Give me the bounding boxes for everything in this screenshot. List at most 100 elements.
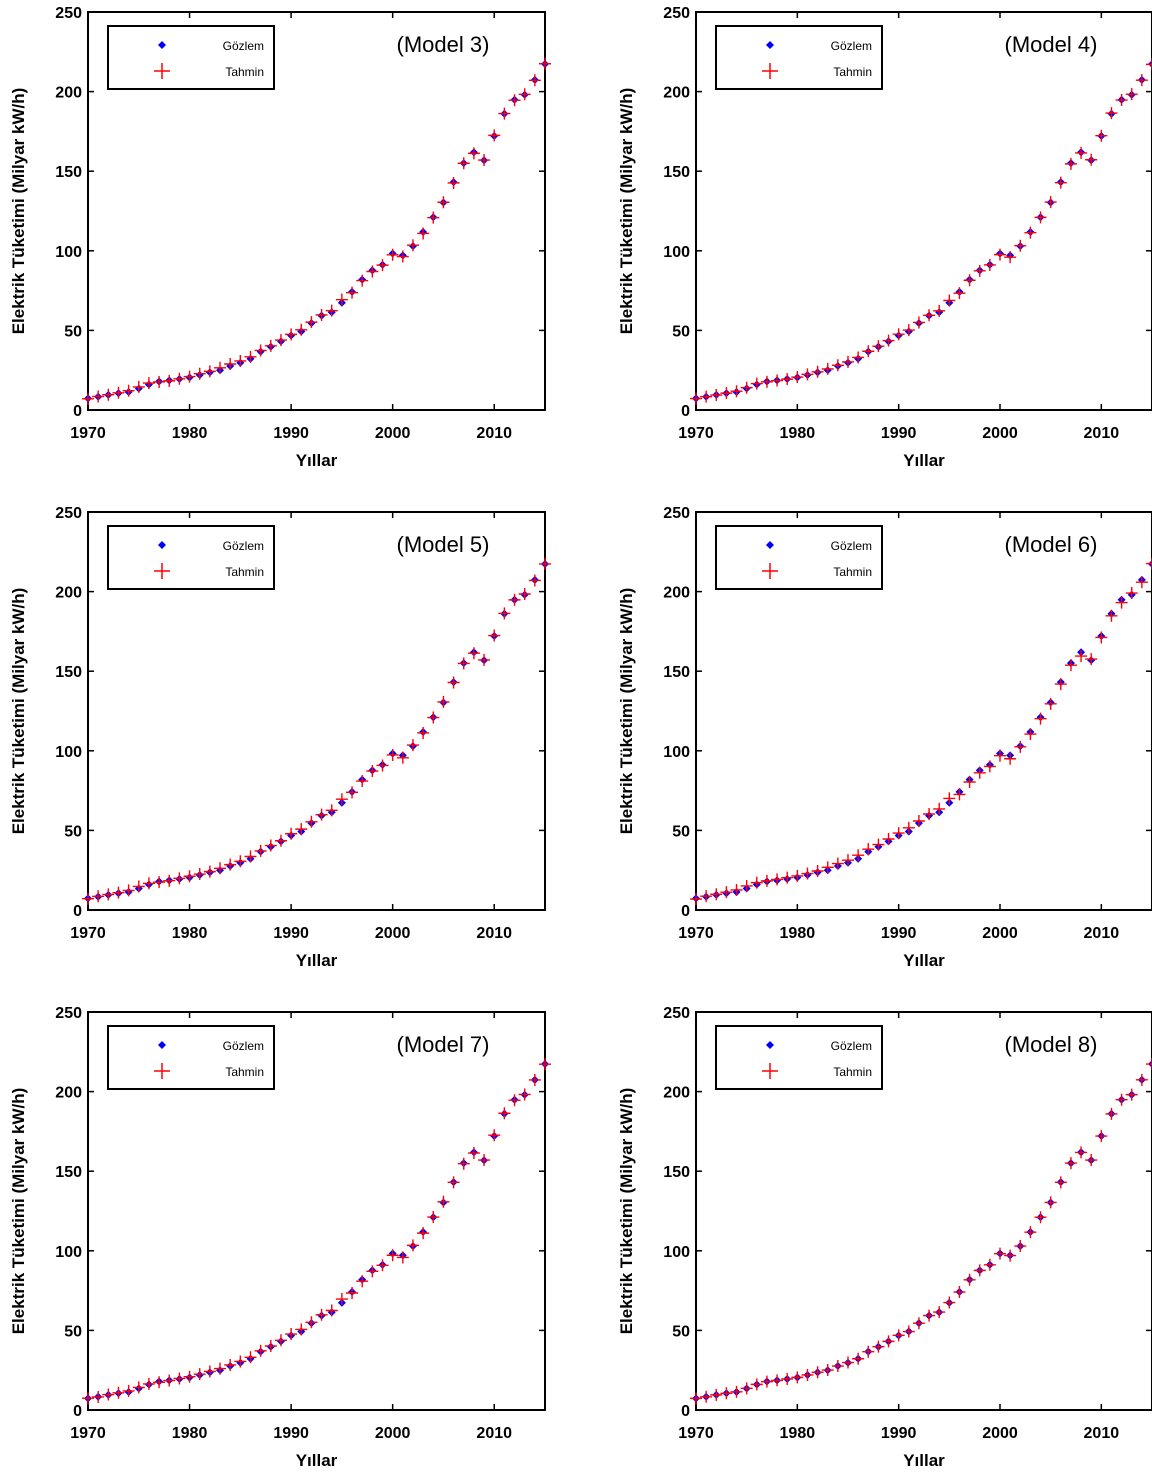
legend-observed-marker [766, 1041, 774, 1049]
y-tick-label: 200 [55, 1085, 82, 1102]
predicted-point [771, 873, 784, 886]
predicted-point [254, 844, 267, 857]
predicted-point [1095, 631, 1108, 644]
x-tick-label: 2010 [1084, 925, 1120, 942]
predicted-point [760, 1375, 773, 1388]
predicted-point [1125, 88, 1138, 101]
x-tick-label: 2000 [375, 925, 411, 942]
y-tick-label: 150 [663, 1164, 690, 1181]
predicted-point [1115, 94, 1128, 107]
predicted-point [508, 593, 521, 606]
legend-predicted-marker [762, 63, 778, 79]
model-label: (Model 8) [1005, 1032, 1098, 1057]
predicted-point [356, 1275, 369, 1288]
predicted-point [994, 248, 1006, 261]
legend-box [715, 1025, 883, 1090]
predicted-point [254, 344, 267, 357]
axes-frame [87, 11, 546, 411]
predicted-point [498, 1107, 511, 1120]
predicted-point [933, 802, 946, 815]
predicted-point [882, 1335, 895, 1348]
predicted-point [1064, 659, 1077, 672]
predicted-point [1135, 576, 1148, 589]
predicted-point [710, 888, 723, 901]
predicted-point [122, 1384, 135, 1397]
y-tick-label: 100 [663, 1244, 690, 1261]
predicted-point [730, 385, 743, 398]
predicted-point [396, 250, 409, 263]
predicted-point [214, 862, 227, 875]
y-tick-label: 200 [663, 1085, 690, 1102]
x-tick-label: 1970 [678, 925, 714, 942]
predicted-point [1054, 678, 1067, 691]
legend-observed-marker [766, 541, 774, 549]
predicted-point [1024, 1226, 1037, 1239]
predicted-point [1125, 1088, 1138, 1101]
predicted-point [427, 1211, 440, 1224]
y-tick-label: 200 [55, 585, 82, 602]
predicted-point [1105, 107, 1118, 120]
predicted-point [821, 362, 834, 375]
predicted-point [902, 1325, 915, 1338]
x-tick-label: 2000 [982, 425, 1018, 442]
predicted-point [224, 1358, 237, 1371]
predicted-point [214, 361, 227, 374]
predicted-point [902, 821, 915, 834]
predicted-point [264, 339, 277, 352]
predicted-point [821, 1364, 834, 1377]
predicted-point [417, 1227, 430, 1240]
predicted-point [923, 808, 936, 821]
predicted-point [244, 350, 257, 363]
y-tick-label: 50 [672, 823, 690, 840]
y-axis-label: Elektrik Tüketimi (Milyar kW/h) [9, 588, 28, 835]
predicted-point [882, 832, 895, 845]
predicted-point [244, 1351, 257, 1364]
y-tick-label: 150 [55, 164, 82, 181]
legend-box [107, 525, 275, 590]
predicted-point [831, 1360, 844, 1373]
y-tick-label: 100 [55, 744, 82, 761]
predicted-point [447, 1176, 460, 1189]
predicted-point [325, 1304, 338, 1317]
y-tick-label: 50 [64, 1323, 82, 1340]
x-axis-label: Yıllar [296, 1451, 338, 1470]
predicted-point [760, 375, 773, 388]
predicted-point [173, 1372, 186, 1385]
predicted-point [872, 340, 885, 353]
predicted-point [750, 1378, 763, 1391]
predicted-point [720, 1387, 733, 1400]
legend-predicted-marker [154, 63, 170, 79]
predicted-point [386, 748, 399, 761]
predicted-point [1105, 1107, 1118, 1120]
x-tick-label: 2010 [476, 925, 512, 942]
predicted-point [112, 386, 125, 399]
chart-panel-3: 1970 1980 1990 2000 2010 0 50 100 150 200 250 Yılla… [9, 505, 551, 970]
predicted-point [912, 1317, 925, 1330]
legend-observed-label: Gözlem [831, 539, 872, 553]
model-label: (Model 3) [397, 32, 490, 57]
predicted-point [933, 1306, 946, 1319]
predicted-point [831, 359, 844, 372]
y-tick-label: 150 [55, 1164, 82, 1181]
predicted-point [437, 1195, 450, 1208]
legend: Gözlem Tahmin [107, 525, 275, 590]
y-tick-label: 0 [73, 903, 82, 920]
predicted-point [953, 287, 966, 300]
y-tick-label: 0 [73, 403, 82, 420]
predicted-point [457, 157, 470, 170]
predicted-point [366, 265, 379, 278]
predicted-point [1024, 728, 1037, 741]
y-tick-label: 100 [55, 1244, 82, 1261]
y-axis-label: Elektrik Tüketimi (Milyar kW/h) [9, 1088, 28, 1335]
predicted-point [710, 389, 723, 402]
legend-observed-marker [158, 41, 166, 49]
predicted-point [902, 324, 915, 337]
predicted-point [1054, 176, 1067, 189]
predicted-point [366, 765, 379, 778]
predicted-point [488, 1129, 501, 1142]
predicted-point [285, 1328, 298, 1341]
predicted-point [720, 387, 733, 400]
predicted-point [193, 1368, 206, 1381]
predicted-point [781, 1372, 794, 1385]
predicted-point [437, 695, 450, 708]
